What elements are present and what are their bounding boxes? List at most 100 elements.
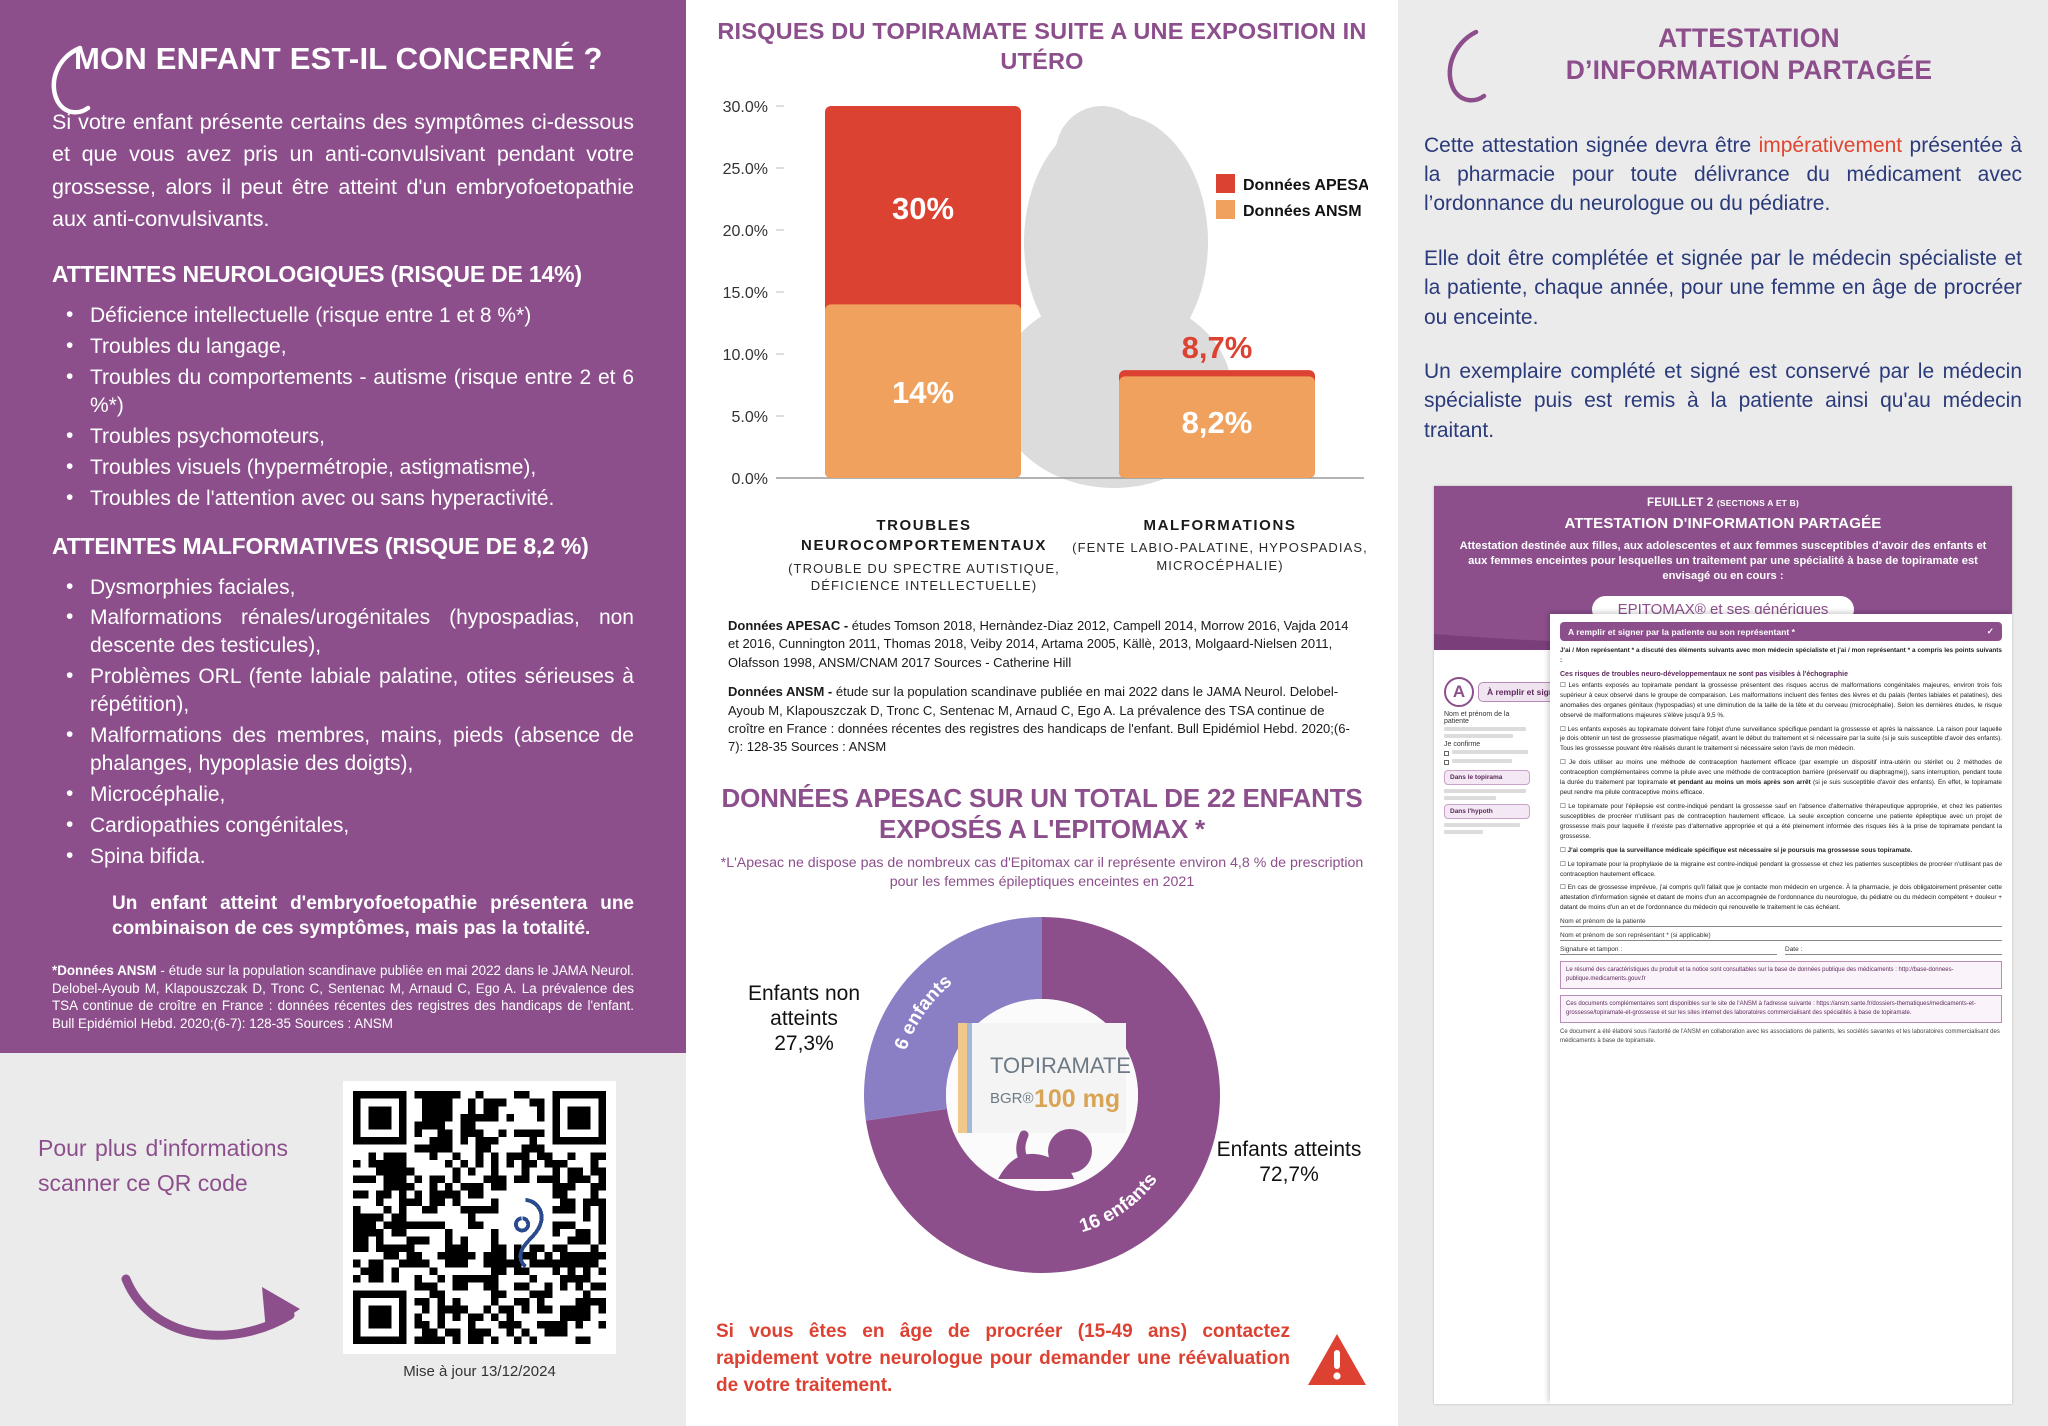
- field-signature[interactable]: Signature et tampon :: [1560, 946, 1777, 956]
- field-line: [1444, 823, 1520, 827]
- right-paragraph-2: Elle doit être complétée et signée par l…: [1424, 246, 2022, 329]
- filler-para: ☐ Le topiramate pour l'épilepsie est con…: [1560, 802, 2002, 840]
- signature-row[interactable]: Nom et prénom de la patiente: [1560, 918, 2002, 928]
- left-column: MON ENFANT EST-IL CONCERNÉ ? Si votre en…: [0, 0, 686, 1426]
- jai-heading-text: J'ai / Mon représentant * a discuté des …: [1560, 647, 2002, 664]
- donut-label-non-atteints: Enfants non atteints 27,3%: [724, 981, 884, 1057]
- checkbox-icon[interactable]: [1444, 760, 1449, 765]
- citation-ansm-text: étude sur la population scandinave publi…: [728, 684, 1350, 755]
- document-section-b-overlay: A remplir et signer par la patiente ou s…: [1550, 614, 2012, 1404]
- malfo-item: Malformations rénales/urogénitales (hypo…: [52, 603, 634, 660]
- resume-note: Le résumé des caractéristiques du produi…: [1560, 961, 2002, 990]
- malfo-item: Cardiopathies congénitales,: [52, 811, 634, 840]
- citation-apesac-text: études Tomson 2018, Hernàndez-Diaz 2012,…: [728, 617, 1349, 670]
- document-description: Attestation destinée aux filles, aux ado…: [1459, 540, 1987, 582]
- curved-arrow-icon: [121, 1274, 300, 1340]
- right-title-line2: D’INFORMATION PARTAGÉE: [1565, 55, 1933, 86]
- svg-text:25.0%: 25.0%: [723, 161, 768, 178]
- left-header: MON ENFANT EST-IL CONCERNÉ ?: [51, 41, 634, 115]
- donut-label-atteints-pct: 72,7%: [1259, 1162, 1319, 1186]
- field-nom-representant[interactable]: Nom et prénom de son représentant * (si …: [1560, 932, 2002, 942]
- svg-text:14%: 14%: [892, 375, 954, 410]
- svg-text:30.0%: 30.0%: [723, 99, 768, 116]
- field-line: [1444, 830, 1483, 834]
- svg-text:Données APESAC: Données APESAC: [1243, 177, 1368, 194]
- chart-citations: Données APESAC - études Tomson 2018, Her…: [728, 617, 1356, 757]
- bar-chart-svg: 0.0% 5.0% 10.0% 15.0% 20.0% 25.0% 30.0% 30% 14% 8…: [723, 99, 1368, 489]
- field-line: [1444, 734, 1513, 738]
- purple-info-panel: MON ENFANT EST-IL CONCERNÉ ? Si votre en…: [0, 0, 686, 1053]
- qr-code[interactable]: [343, 1081, 616, 1354]
- qr-code-image: [353, 1091, 606, 1344]
- elaboration-note: Ce document a été élaboré sous l'autorit…: [1560, 1029, 2000, 1045]
- checkbox-row[interactable]: [1444, 759, 1530, 766]
- qr-prompt-text: Pour plus d'informations scanner ce QR c…: [38, 1135, 288, 1196]
- field-date[interactable]: Date :: [1785, 946, 2002, 956]
- section-b-band: A remplir et signer par la patiente ou s…: [1560, 622, 2002, 641]
- neuro-item: Déficience intellectuelle (risque entre …: [52, 301, 634, 330]
- section-head-malfo: ATTEINTES MALFORMATIVES (RISQUE DE 8,2 %…: [52, 532, 589, 559]
- x-category-1-sublabel: (FENTE LABIO-PALATINE, HYPOSPADIAS, MICR…: [1072, 540, 1368, 573]
- footnote-label: *Données ANSM: [52, 963, 157, 979]
- svg-text:10.0%: 10.0%: [723, 347, 768, 364]
- svg-text:TOPIRAMATE: TOPIRAMATE: [990, 1053, 1131, 1078]
- filler-para: ☐ Les enfants exposés au topiramate doiv…: [1560, 725, 2002, 753]
- malfo-item: Problèmes ORL (fente labiale palatine, o…: [52, 662, 634, 719]
- neuro-symptom-list: Déficience intellectuelle (risque entre …: [52, 301, 634, 512]
- right-p1-b: présentée à la pharmacie pour toute déli…: [1424, 133, 2022, 216]
- document-feuillet-number: FEUILLET 2: [1646, 497, 1717, 509]
- svg-text:15.0%: 15.0%: [723, 285, 768, 302]
- malformation-symptom-list: Dysmorphies faciales,Malformations rénal…: [52, 573, 634, 871]
- donut-chart-title: DONNÉES APESAC SUR UN TOTAL DE 22 ENFANT…: [721, 782, 1363, 844]
- attestation-document-preview[interactable]: FEUILLET 2 (SECTIONS A ET B) ATTESTATION…: [1434, 486, 2012, 1404]
- section-b-strip: A remplir et signer par la patiente ou s…: [1568, 626, 1795, 637]
- svg-text:5.0%: 5.0%: [732, 409, 768, 426]
- check-icon: ✓: [1986, 626, 1994, 636]
- donut-label-atteints: Enfants atteints 72,7%: [1214, 1137, 1364, 1187]
- malfo-item: Malformations des membres, mains, pieds …: [52, 721, 634, 778]
- right-title-line1: ATTESTATION: [1658, 23, 1840, 53]
- checkbox-icon[interactable]: [1444, 751, 1449, 756]
- warning-text: Si vous êtes en âge de procréer (15-49 a…: [716, 1321, 1290, 1397]
- right-paragraph-3: Un exemplaire complété et signé est cons…: [1424, 360, 2022, 442]
- svg-text:0.0%: 0.0%: [732, 471, 768, 488]
- footnote-text: - étude sur la population scandinave pub…: [52, 963, 634, 1032]
- field-line: [1444, 727, 1526, 731]
- neuro-item: Troubles du comportements - autisme (ris…: [52, 363, 634, 420]
- citation-ansm: Données ANSM - étude sur la population s…: [728, 683, 1356, 757]
- checkbox-row[interactable]: [1444, 750, 1530, 757]
- filler-lines: ☐ Les enfants exposés au topiramate pend…: [1560, 681, 2002, 719]
- donut-chart-subtitle: *L'Apesac ne dispose pas de nombreux cas…: [720, 855, 1364, 891]
- filler-para: ☐ Le topiramate pour la prophylaxie de l…: [1560, 860, 2002, 878]
- document-title: ATTESTATION D'INFORMATION PARTAGÉE: [1564, 515, 1882, 532]
- right-p1-emphasis: impérativement: [1758, 133, 1903, 157]
- bar-chart-x-axis: TROUBLES NEUROCOMPORTEMENTAUX (TROUBLE D…: [716, 516, 1368, 595]
- x-category-0: TROUBLES NEUROCOMPORTEMENTAUX (TROUBLE D…: [776, 516, 1072, 595]
- field-nom-patiente[interactable]: Nom et prénom de la patiente: [1560, 918, 2002, 928]
- signature-row[interactable]: Signature et tampon : Date :: [1560, 946, 2002, 956]
- right-p1-a: Cette attestation signée devra être: [1424, 133, 1759, 157]
- x-category-0-sublabel: (TROUBLE DU SPECTRE AUTISTIQUE, DÉFICIEN…: [788, 560, 1060, 594]
- right-header: ATTESTATION D’INFORMATION PARTAGÉE: [1424, 22, 2022, 103]
- field-nom-label: Nom et prénom de la patiente: [1444, 711, 1510, 725]
- signature-row[interactable]: Nom et prénom de son représentant * (si …: [1560, 932, 2002, 942]
- field-line: [1444, 789, 1526, 793]
- x-category-0-label: TROUBLES NEUROCOMPORTEMENTAUX: [801, 517, 1047, 555]
- warning-banner: Si vous êtes en âge de procréer (15-49 a…: [716, 1319, 1368, 1400]
- filler-para: ☐ J'ai compris que la surveillance médic…: [1560, 846, 1913, 854]
- svg-text:100 mg: 100 mg: [1034, 1085, 1120, 1113]
- section-band: Dans l'hypoth: [1444, 804, 1530, 819]
- svg-text:Données ANSM: Données ANSM: [1243, 203, 1362, 220]
- middle-column: RISQUES DU TOPIRAMATE SUITE A UNE EXPOSI…: [686, 0, 1398, 1426]
- svg-text:8,2%: 8,2%: [1182, 405, 1253, 440]
- panel-title: MON ENFANT EST-IL CONCERNÉ ?: [74, 41, 603, 76]
- citation-apesac: Données APESAC - études Tomson 2018, Her…: [728, 617, 1356, 672]
- left-footnote: *Données ANSM - étude sur la population …: [52, 962, 634, 1033]
- malfo-item: Spina bifida.: [52, 842, 634, 871]
- svg-text:30%: 30%: [892, 191, 954, 226]
- document-feuillet-sections: (SECTIONS A ET B): [1716, 498, 1800, 508]
- neuro-item: Troubles visuels (hypermétropie, astigma…: [52, 453, 634, 482]
- right-title: ATTESTATION D’INFORMATION PARTAGÉE: [1476, 22, 2022, 87]
